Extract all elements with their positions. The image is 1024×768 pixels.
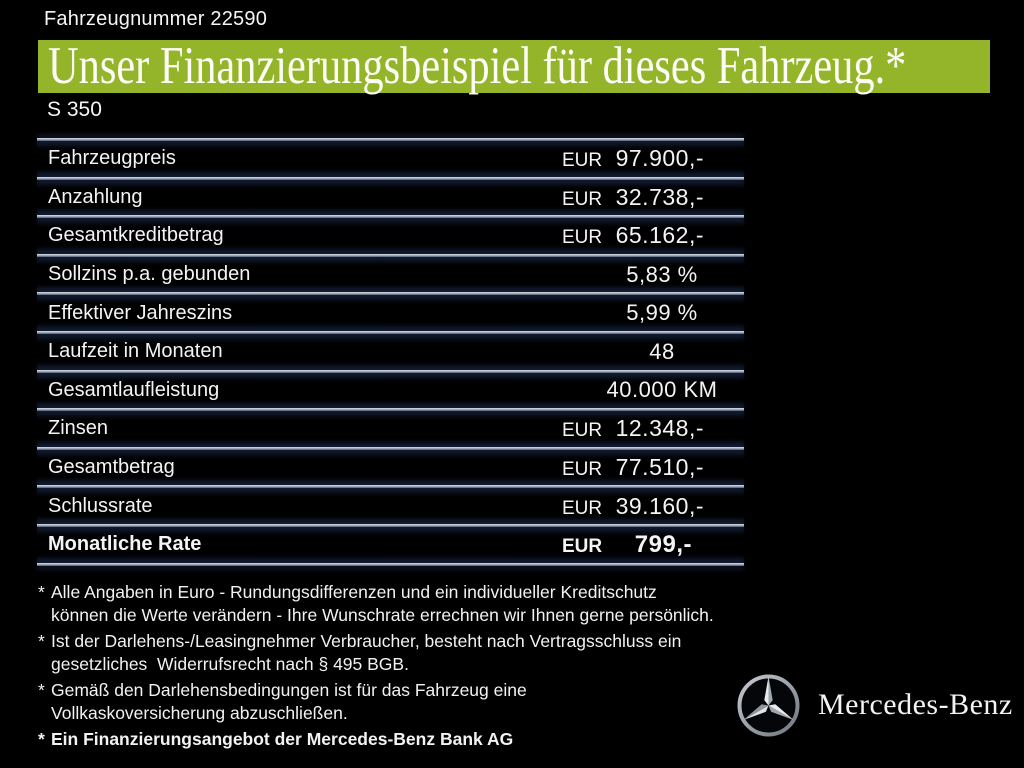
- row-value-group: 5,83 %: [556, 262, 744, 288]
- footnote-bank: * Ein Finanzierungsangebot der Mercedes-…: [38, 728, 738, 751]
- row-label: Effektiver Jahreszins: [48, 301, 233, 324]
- vehicle-model: S 350: [47, 98, 102, 121]
- row-value-group: 48: [556, 339, 744, 365]
- table-row-fahrzeugpreis: Fahrzeugpreis EUR 97.900,-: [37, 141, 744, 177]
- row-value-group: 40.000 KM: [556, 377, 744, 403]
- asterisk-marker: *: [38, 582, 45, 602]
- footnote-text: Ein Finanzierungsangebot der Mercedes-Be…: [51, 729, 514, 749]
- asterisk-marker: *: [38, 729, 45, 749]
- row-label: Gesamtbetrag: [48, 456, 175, 479]
- asterisk-marker: *: [38, 680, 45, 700]
- title-banner: Unser Finanzierungsbeispiel für dieses F…: [38, 37, 990, 95]
- brand-area: Mercedes-Benz: [735, 672, 1013, 739]
- row-label: Gesamtkreditbetrag: [48, 224, 224, 247]
- asterisk-marker: *: [38, 631, 45, 651]
- row-divider: [37, 330, 744, 334]
- row-value-group: EUR 799,-: [556, 531, 744, 559]
- row-value: 65.162,-: [615, 222, 704, 249]
- currency-label: EUR: [562, 497, 603, 519]
- row-value-group: EUR 77.510,-: [556, 454, 744, 481]
- row-value: 48: [649, 338, 675, 364]
- table-row-gesamtbetrag: Gesamtbetrag EUR 77.510,-: [37, 449, 744, 486]
- currency-label: EUR: [562, 420, 603, 442]
- row-value-group: EUR 97.900,-: [556, 145, 744, 172]
- row-value: 799,-: [634, 530, 692, 558]
- table-row-gesamtlaufleistung: Gesamtlaufleistung 40.000 KM: [37, 372, 744, 409]
- row-divider: [37, 176, 744, 180]
- row-divider: [37, 446, 744, 450]
- row-label: Laufzeit in Monaten: [48, 340, 223, 363]
- footnote-rounding: * Alle Angaben in Euro - Rundungsdiffere…: [38, 581, 738, 627]
- row-divider: [37, 253, 744, 257]
- row-divider: [37, 215, 744, 219]
- row-value: 97.900,-: [615, 145, 704, 172]
- row-divider: [37, 369, 744, 373]
- mercedes-star-icon: [737, 674, 800, 737]
- currency-label: EUR: [562, 227, 603, 249]
- financing-table: Fahrzeugpreis EUR 97.900,- Anzahlung EUR…: [37, 138, 744, 566]
- row-value: 32.738,-: [615, 183, 704, 210]
- row-label: Monatliche Rate: [48, 533, 202, 556]
- table-row-laufzeit: Laufzeit in Monaten 48: [37, 333, 744, 370]
- row-value: 5,99 %: [626, 300, 698, 326]
- footnote-widerrufsrecht: * Ist der Darlehens-/Leasingnehmer Verbr…: [38, 630, 738, 676]
- row-label: Sollzins p.a. gebunden: [48, 263, 251, 286]
- table-row-sollzins: Sollzins p.a. gebunden 5,83 %: [37, 256, 744, 293]
- brand-wordmark: Mercedes-Benz: [818, 687, 1013, 721]
- footnotes-section: * Alle Angaben in Euro - Rundungsdiffere…: [38, 581, 738, 754]
- row-value-group: 5,99 %: [556, 300, 744, 326]
- row-value-group: EUR 12.348,-: [556, 415, 744, 442]
- vehicle-number: Fahrzeugnummer 22590: [44, 8, 268, 30]
- row-value-group: EUR 65.162,-: [556, 222, 744, 249]
- row-value: 12.348,-: [615, 415, 704, 442]
- footnote-text: Alle Angaben in Euro - Rundungsdifferenz…: [51, 582, 714, 625]
- table-bottom-divider: [37, 562, 744, 566]
- currency-label: EUR: [562, 188, 603, 210]
- row-label: Anzahlung: [48, 185, 143, 208]
- table-row-gesamtkreditbetrag: Gesamtkreditbetrag EUR 65.162,-: [37, 218, 744, 254]
- currency-label: EUR: [562, 459, 603, 481]
- row-divider: [37, 408, 744, 412]
- page-title: Unser Finanzierungsbeispiel für dieses F…: [48, 37, 907, 95]
- row-value-group: EUR 32.738,-: [556, 184, 744, 211]
- row-divider: [37, 138, 744, 141]
- row-label: Schlussrate: [48, 494, 153, 517]
- table-row-schlussrate: Schlussrate EUR 39.160,-: [37, 488, 744, 524]
- row-label: Gesamtlaufleistung: [48, 378, 220, 401]
- row-value: 39.160,-: [615, 492, 704, 519]
- currency-label: EUR: [562, 150, 603, 172]
- row-divider: [37, 292, 744, 296]
- table-row-monatliche-rate: Monatliche Rate EUR 799,-: [37, 526, 744, 563]
- footnote-vollkasko: * Gemäß den Darlehensbedingungen ist für…: [38, 679, 738, 725]
- row-value: 40.000 KM: [606, 377, 718, 403]
- footnote-text: Ist der Darlehens-/Leasingnehmer Verbrau…: [51, 631, 682, 674]
- currency-label: EUR: [562, 535, 603, 557]
- table-row-anzahlung: Anzahlung EUR 32.738,-: [37, 179, 744, 216]
- table-row-zinsen: Zinsen EUR 12.348,-: [37, 411, 744, 447]
- row-label: Fahrzeugpreis: [48, 147, 176, 170]
- table-row-effektiver-jahreszins: Effektiver Jahreszins 5,99 %: [37, 295, 744, 331]
- footnote-text: Gemäß den Darlehensbedingungen ist für d…: [51, 680, 527, 723]
- row-label: Zinsen: [48, 417, 109, 440]
- row-value-group: EUR 39.160,-: [556, 493, 744, 520]
- row-divider: [37, 485, 744, 489]
- row-divider: [37, 523, 744, 527]
- row-value: 77.510,-: [615, 454, 704, 481]
- row-value: 5,83 %: [626, 261, 698, 287]
